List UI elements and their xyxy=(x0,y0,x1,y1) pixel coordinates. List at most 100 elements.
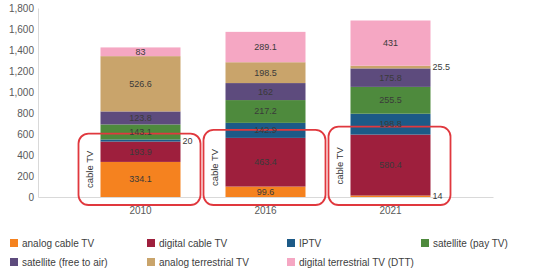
data-label: 14 xyxy=(433,191,443,201)
annotation-label: cable TV xyxy=(209,148,220,186)
y-tick: 1,200 xyxy=(9,66,38,77)
legend-label: satellite (free to air) xyxy=(22,257,108,268)
annotation-box xyxy=(204,130,326,205)
legend-label: digital cable TV xyxy=(159,238,228,249)
data-label: 198.8 xyxy=(379,119,402,129)
y-tick-label: 1,400 xyxy=(9,45,34,56)
data-label: 217.2 xyxy=(254,106,277,116)
legend-swatch xyxy=(147,258,155,266)
y-tick-label: 400 xyxy=(17,150,34,161)
legend-label: analog cable TV xyxy=(22,238,94,249)
bar-segment xyxy=(351,68,431,86)
bars xyxy=(101,20,431,197)
data-label: 334.1 xyxy=(129,174,152,184)
bar-segment xyxy=(101,142,181,162)
y-axis: 0 200 400 600 800 1,000 1,200 1,400 1,600 1,800 xyxy=(9,3,39,203)
legend-item: analog cable TV xyxy=(10,238,94,249)
x-axis: 2010 2016 2021 xyxy=(39,197,494,216)
x-tick: 2016 xyxy=(254,197,277,216)
bar-segment xyxy=(351,114,431,135)
legend-label: satellite (pay TV) xyxy=(433,238,508,249)
x-tick-label: 2010 xyxy=(129,205,152,216)
legend-item: satellite (free to air) xyxy=(10,257,108,268)
bar-segment xyxy=(226,187,306,197)
chart-container: 0 200 400 600 800 1,000 1,200 1,400 1,600 1,800 20… xyxy=(0,0,550,280)
x-tick: 2010 xyxy=(129,197,152,216)
legend-item: digital terrestrial TV (DTT) xyxy=(287,257,414,268)
y-tick: 1,800 xyxy=(9,3,38,14)
y-tick: 1,600 xyxy=(9,24,38,35)
legend-label: analog terrestrial TV xyxy=(159,257,249,268)
annotation-label: cable TV xyxy=(84,150,95,188)
data-label: 463.4 xyxy=(254,157,277,167)
data-label: 193.9 xyxy=(129,147,152,157)
annotation-box xyxy=(329,127,451,205)
legend-label: IPTV xyxy=(299,238,322,249)
data-label: 431 xyxy=(383,38,398,48)
data-label: 255.5 xyxy=(379,95,402,105)
bar-segment xyxy=(101,47,181,56)
bar-segment xyxy=(226,138,306,187)
legend-item: analog terrestrial TV xyxy=(147,257,249,268)
legend-label: digital terrestrial TV (DTT) xyxy=(299,257,414,268)
legend-swatch xyxy=(147,239,155,247)
data-label: 175.8 xyxy=(379,73,402,83)
data-label: 83 xyxy=(135,47,145,57)
data-label: 198.5 xyxy=(254,68,277,78)
bar-segment xyxy=(351,196,431,197)
y-tick: 1,400 xyxy=(9,45,38,56)
annotations: cable TV cable TV cable TV xyxy=(79,127,451,205)
y-tick: 800 xyxy=(17,108,38,119)
data-label: 142.9 xyxy=(254,125,277,135)
y-tick: 0 xyxy=(28,192,38,203)
bar-segment xyxy=(351,135,431,196)
legend-swatch xyxy=(287,239,295,247)
legend-swatch xyxy=(10,258,18,266)
x-tick-label: 2016 xyxy=(254,205,277,216)
bar-segment xyxy=(226,32,306,62)
series-bars xyxy=(101,20,431,65)
data-label: 123.8 xyxy=(129,113,152,123)
y-tick-label: 1,200 xyxy=(9,66,34,77)
y-tick-label: 1,000 xyxy=(9,87,34,98)
bar-segment xyxy=(226,62,306,83)
data-label: 143.1 xyxy=(129,127,152,137)
x-tick-label: 2021 xyxy=(379,205,402,216)
annotation-box xyxy=(79,134,201,205)
bar-segment xyxy=(226,83,306,100)
legend-item: digital cable TV xyxy=(147,238,228,249)
bar-segment xyxy=(101,56,181,111)
bar-segment xyxy=(351,87,431,114)
x-tick: 2021 xyxy=(379,197,402,216)
chart-svg: 0 200 400 600 800 1,000 1,200 1,400 1,600 1,800 20… xyxy=(0,0,550,280)
y-tick: 200 xyxy=(17,171,38,182)
data-label: 289.1 xyxy=(254,42,277,52)
legend-item: satellite (pay TV) xyxy=(421,238,508,249)
legend-swatch xyxy=(421,239,429,247)
data-labels: 334.199.614193.9463.4580.420142.9198.814… xyxy=(129,38,450,201)
data-label: 99.6 xyxy=(257,187,275,197)
y-tick-label: 1,600 xyxy=(9,24,34,35)
y-tick-label: 1,800 xyxy=(9,3,34,14)
bar-segment xyxy=(351,66,431,69)
bar-segment xyxy=(101,139,181,141)
bar-segment xyxy=(101,124,181,139)
legend-swatch xyxy=(287,258,295,266)
y-axis-line xyxy=(38,9,39,198)
y-tick-label: 600 xyxy=(17,129,34,140)
annotation-label: cable TV xyxy=(334,146,345,184)
y-tick: 600 xyxy=(17,129,38,140)
data-label: 25.5 xyxy=(433,62,451,72)
legend-swatch xyxy=(10,239,18,247)
y-tick: 400 xyxy=(17,150,38,161)
bar-segment xyxy=(226,100,306,123)
x-axis-line xyxy=(39,197,494,198)
bar-segment xyxy=(101,162,181,197)
y-tick-label: 200 xyxy=(17,171,34,182)
bar-segment xyxy=(351,20,431,65)
data-label: 162 xyxy=(258,87,273,97)
data-label: 580.4 xyxy=(379,160,402,170)
bar-segment xyxy=(101,111,181,124)
y-tick-label: 0 xyxy=(28,192,34,203)
data-label: 526.6 xyxy=(129,79,152,89)
